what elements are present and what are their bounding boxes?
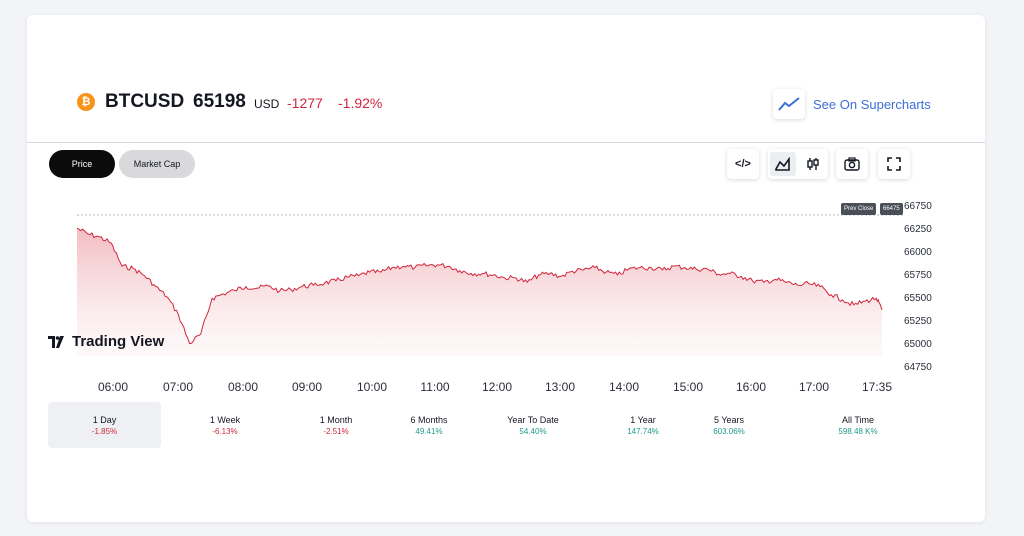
period-change: -1.85% (91, 426, 118, 436)
period-1-month[interactable]: 1 Month -2.51% (296, 402, 376, 448)
x-tick-label: 07:00 (163, 380, 193, 394)
tab-market-cap[interactable]: Market Cap (119, 150, 195, 178)
period-change: 147.74% (627, 426, 659, 436)
area-chart-icon (775, 157, 790, 171)
y-tick-label: 66000 (904, 247, 932, 258)
x-tick-label: 09:00 (292, 380, 322, 394)
period-label: 5 Years (713, 414, 745, 425)
see-on-supercharts-link[interactable]: See On Supercharts (813, 97, 931, 112)
x-tick-label: 17:35 (862, 380, 892, 394)
period-change: -6.13% (212, 426, 238, 436)
period-label: 1 Day (92, 414, 117, 425)
price-change-percent: -1.92% (338, 95, 383, 111)
period-label: Year To Date (507, 414, 559, 425)
tradingview-logo-icon (48, 335, 64, 348)
fullscreen-button[interactable] (878, 149, 910, 179)
period-6-months[interactable]: 6 Months 49.41% (389, 402, 469, 448)
x-tick-label: 08:00 (228, 380, 258, 394)
period-label: 1 Month (319, 414, 353, 425)
candlestick-icon (807, 158, 819, 170)
area-chart-button[interactable] (770, 152, 796, 176)
prev-close-value: 66475 (880, 203, 903, 215)
y-tick-label: 66750 (904, 201, 932, 212)
period-label: All Time (841, 414, 874, 425)
y-tick-label: 65000 (904, 339, 932, 350)
period-change: 603.06% (713, 426, 745, 436)
x-tick-label: 11:00 (420, 380, 449, 394)
y-tick-label: 64750 (904, 362, 932, 373)
period-change: 49.41% (415, 426, 443, 436)
period-label: 6 Months (410, 414, 448, 425)
period-1-week[interactable]: 1 Week -6.13% (185, 402, 265, 448)
widget-card: ₿ BTCUSD 65198 USD -1277 -1.92% See On S… (27, 15, 985, 522)
supercharts-icon[interactable] (773, 89, 805, 119)
bitcoin-icon: ₿ (77, 93, 95, 111)
chart-price-line (76, 227, 883, 345)
chart-area-fill (77, 228, 882, 356)
x-tick-label: 16:00 (736, 380, 766, 394)
period-label: 1 Year (630, 414, 656, 425)
embed-button[interactable]: </> (727, 149, 759, 179)
x-tick-label: 10:00 (357, 380, 387, 394)
x-tick-label: 14:00 (609, 380, 639, 394)
period-change: 54.40% (519, 426, 547, 436)
period-change: -2.51% (323, 426, 349, 436)
tradingview-brand-text: Trading View (72, 333, 165, 350)
widget-header: ₿ BTCUSD 65198 USD -1277 -1.92% See On S… (27, 15, 985, 143)
y-tick-label: 66250 (904, 224, 932, 235)
tradingview-logo[interactable]: Trading View (48, 333, 164, 350)
camera-icon (844, 157, 860, 171)
x-tick-label: 15:00 (673, 380, 703, 394)
candlestick-button[interactable] (800, 152, 826, 176)
period-label: 1 Week (209, 414, 241, 425)
x-tick-label: 06:00 (98, 380, 128, 394)
y-tick-label: 65500 (904, 293, 932, 304)
embed-code-icon: </> (735, 158, 751, 170)
prev-close-label: Prev Close (841, 203, 877, 215)
x-tick-label: 17:00 (799, 380, 829, 394)
price-change: -1277 (287, 95, 323, 111)
period-5-years[interactable]: 5 Years 603.06% (689, 402, 769, 448)
y-tick-label: 65250 (904, 316, 932, 327)
chart-type-toggle (768, 149, 828, 179)
fullscreen-icon (887, 157, 901, 171)
period-change: 598.48 K% (838, 426, 878, 436)
tab-price[interactable]: Price (49, 150, 115, 178)
asset-currency: USD (254, 97, 280, 111)
period-1-year[interactable]: 1 Year 147.74% (603, 402, 683, 448)
y-tick-label: 65750 (904, 270, 932, 281)
period-all-time[interactable]: All Time 598.48 K% (818, 402, 898, 448)
x-tick-label: 13:00 (545, 380, 575, 394)
x-tick-label: 12:00 (482, 380, 512, 394)
snapshot-button[interactable] (836, 149, 868, 179)
asset-price: 65198 (193, 91, 246, 112)
asset-symbol[interactable]: BTCUSD (105, 91, 185, 112)
period-selector: 1 Day -1.85% 1 Week -6.13% 1 Month -2.51… (48, 402, 910, 448)
period-year-to-date[interactable]: Year To Date 54.40% (490, 402, 576, 448)
period-1-day[interactable]: 1 Day -1.85% (48, 402, 161, 448)
